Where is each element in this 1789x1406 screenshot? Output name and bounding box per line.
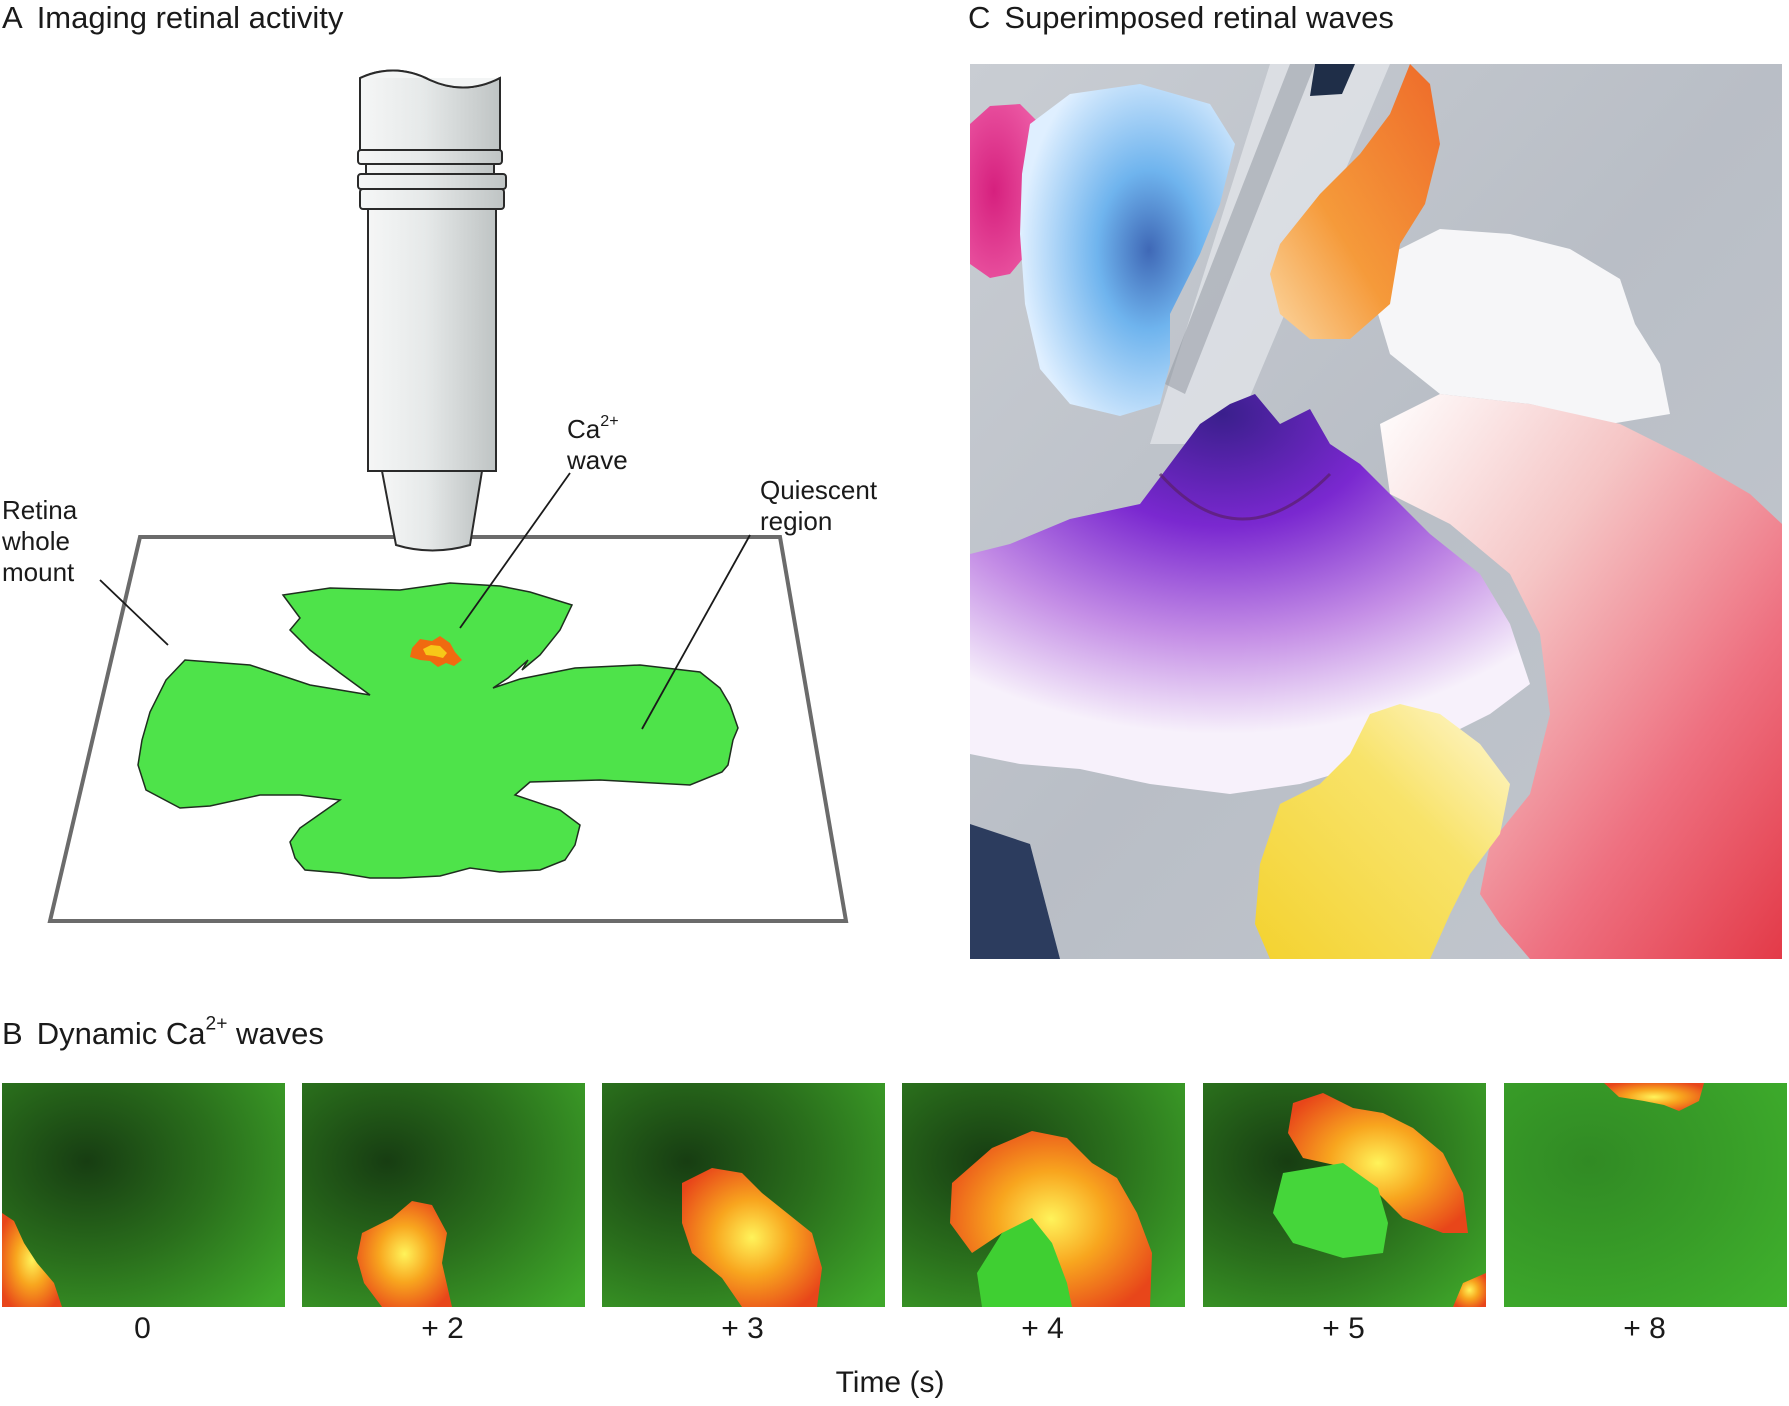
ca-label-line2: wave <box>567 445 628 475</box>
quiescent-label: Quiescent region <box>760 475 877 537</box>
retina-label-line2: whole <box>2 526 70 556</box>
time-tick-3: + 3 <box>721 1312 764 1345</box>
wave-orange <box>1270 64 1440 339</box>
time-tick-2: + 2 <box>421 1312 464 1345</box>
panel-a-title-text: Imaging retinal activity <box>36 0 344 35</box>
ca-label-base: Ca <box>567 414 601 444</box>
panel-b-title: B Dynamic Ca2+ waves <box>2 1013 324 1052</box>
panel-a-title: A Imaging retinal activity <box>2 0 343 36</box>
retina-whole-mount <box>137 582 739 879</box>
imaging-diagram <box>47 69 849 923</box>
retina-label-line1: Retina <box>2 495 78 525</box>
wave-red <box>1380 394 1782 959</box>
wave-frame-3 <box>602 1083 885 1307</box>
wave-yellow <box>1255 704 1510 959</box>
retina-leader <box>99 579 169 646</box>
ca-wave-leader <box>459 472 571 629</box>
quiescent-label-line1: Quiescent <box>760 475 878 505</box>
wave-frame-5 <box>1203 1083 1486 1307</box>
wave-white <box>1375 229 1670 424</box>
microscope-objective <box>357 69 507 552</box>
panel-b-title-post: waves <box>227 1016 324 1051</box>
time-tick-8: + 8 <box>1623 1312 1666 1345</box>
time-tick-5: + 5 <box>1322 1312 1365 1345</box>
wave-frame-0 <box>2 1083 285 1307</box>
panel-b-title-pre: Dynamic Ca <box>36 1016 206 1051</box>
wave-frame-2 <box>302 1083 585 1307</box>
ca-wave-spot-core <box>423 645 447 658</box>
quiescent-leader <box>641 534 751 730</box>
superimposed-waves-image <box>970 64 1782 959</box>
wave-frame-4 <box>902 1083 1185 1307</box>
time-axis-label: Time (s) <box>835 1366 945 1399</box>
panel-c-letter: C <box>968 0 991 35</box>
quiescent-label-line2: region <box>760 506 833 536</box>
ca-wave-label: Ca2+ wave <box>567 411 628 476</box>
wave-frame-8 <box>1504 1083 1787 1307</box>
panel-a-letter: A <box>2 0 23 35</box>
panel-c-title: C Superimposed retinal waves <box>968 0 1394 36</box>
retina-label: Retina whole mount <box>2 495 77 588</box>
retina-label-line3: mount <box>2 557 75 587</box>
panel-c-title-text: Superimposed retinal waves <box>1004 0 1394 35</box>
wave-blue <box>1020 84 1235 416</box>
time-tick-0: 0 <box>134 1312 151 1345</box>
panel-b-title-sup: 2+ <box>205 1013 228 1035</box>
wave-purple <box>970 394 1530 794</box>
panel-b-letter: B <box>2 1016 23 1051</box>
ca-label-sup: 2+ <box>600 411 619 430</box>
time-tick-4: + 4 <box>1021 1312 1064 1345</box>
